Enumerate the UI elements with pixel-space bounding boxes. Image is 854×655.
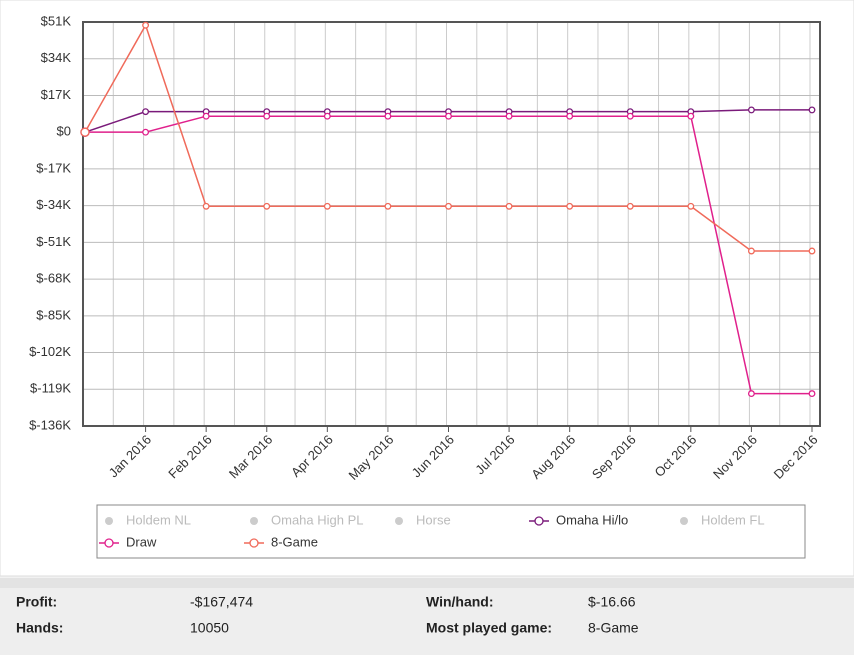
summary-label: Most played game: — [426, 620, 552, 636]
data-point — [384, 202, 392, 210]
data-point — [687, 112, 695, 120]
summary-value: $-16.66 — [588, 594, 636, 610]
y-tick-label: $-17K — [36, 160, 71, 175]
data-point — [808, 390, 816, 398]
data-point — [747, 390, 755, 398]
data-point — [626, 112, 634, 120]
summary-value: 8-Game — [588, 620, 639, 636]
y-tick-label: $0 — [57, 124, 71, 139]
summary-value: -$167,474 — [190, 594, 253, 610]
legend-item[interactable]: Omaha High PL — [250, 512, 364, 527]
legend-swatch — [249, 538, 259, 548]
legend-item[interactable]: Horse — [395, 512, 451, 527]
y-tick-label: $-102K — [29, 344, 71, 359]
legend-swatch — [534, 516, 544, 526]
y-tick-label: $-85K — [36, 307, 71, 322]
legend-swatch — [250, 517, 258, 525]
legend-label: Draw — [126, 534, 157, 549]
data-point — [142, 108, 150, 116]
data-point — [808, 106, 816, 114]
legend-label: Horse — [416, 512, 451, 527]
data-point — [445, 202, 452, 210]
data-point — [142, 21, 150, 29]
data-point — [445, 112, 452, 120]
legend-label: Omaha High PL — [271, 512, 364, 527]
data-point — [626, 202, 634, 210]
data-point — [687, 202, 695, 210]
data-point — [566, 202, 574, 210]
data-point — [80, 127, 90, 137]
y-tick-label: $-119K — [30, 381, 71, 396]
data-point — [323, 202, 331, 210]
data-point — [747, 106, 755, 114]
data-point — [808, 247, 816, 255]
chart-background — [0, 0, 854, 577]
legend-swatch — [105, 517, 113, 525]
legend-label: Omaha Hi/lo — [556, 512, 628, 527]
data-point — [505, 202, 513, 210]
legend-label: 8-Game — [271, 534, 318, 549]
data-point — [384, 112, 392, 120]
legend-box — [96, 504, 806, 559]
y-tick-label: $-68K — [36, 271, 71, 286]
y-tick-label: $-136K — [29, 417, 71, 432]
y-tick-label: $-34K — [36, 197, 71, 212]
data-point — [202, 112, 210, 120]
legend-swatch — [395, 517, 403, 525]
y-tick-label: $34K — [41, 50, 72, 65]
data-point — [263, 202, 271, 210]
data-point — [566, 112, 574, 120]
summary-label: Profit: — [16, 594, 57, 610]
plot-border — [82, 21, 821, 427]
y-tick-label: $17K — [41, 87, 72, 102]
summary-band — [0, 578, 854, 588]
legend-item[interactable]: Holdem FL — [680, 512, 765, 527]
y-tick-label: $51K — [41, 13, 72, 28]
data-point — [142, 128, 150, 136]
legend-label: Holdem FL — [701, 512, 765, 527]
legend-item[interactable]: Holdem NL — [105, 512, 191, 527]
summary-label: Win/hand: — [426, 594, 494, 610]
legend-item[interactable]: Draw — [99, 534, 157, 549]
legend-swatch — [104, 538, 114, 548]
y-tick-label: $-51K — [36, 234, 71, 249]
summary-label: Hands: — [16, 620, 63, 636]
legend-item[interactable]: 8-Game — [244, 534, 318, 549]
data-point — [202, 202, 210, 210]
legend-item[interactable]: Omaha Hi/lo — [529, 512, 628, 527]
data-point — [747, 247, 755, 255]
summary-background — [0, 578, 854, 655]
summary-value: 10050 — [190, 620, 229, 636]
legend-swatch — [680, 517, 688, 525]
data-point — [505, 112, 513, 120]
data-point — [263, 112, 271, 120]
data-point — [323, 112, 331, 120]
legend-label: Holdem NL — [126, 512, 191, 527]
